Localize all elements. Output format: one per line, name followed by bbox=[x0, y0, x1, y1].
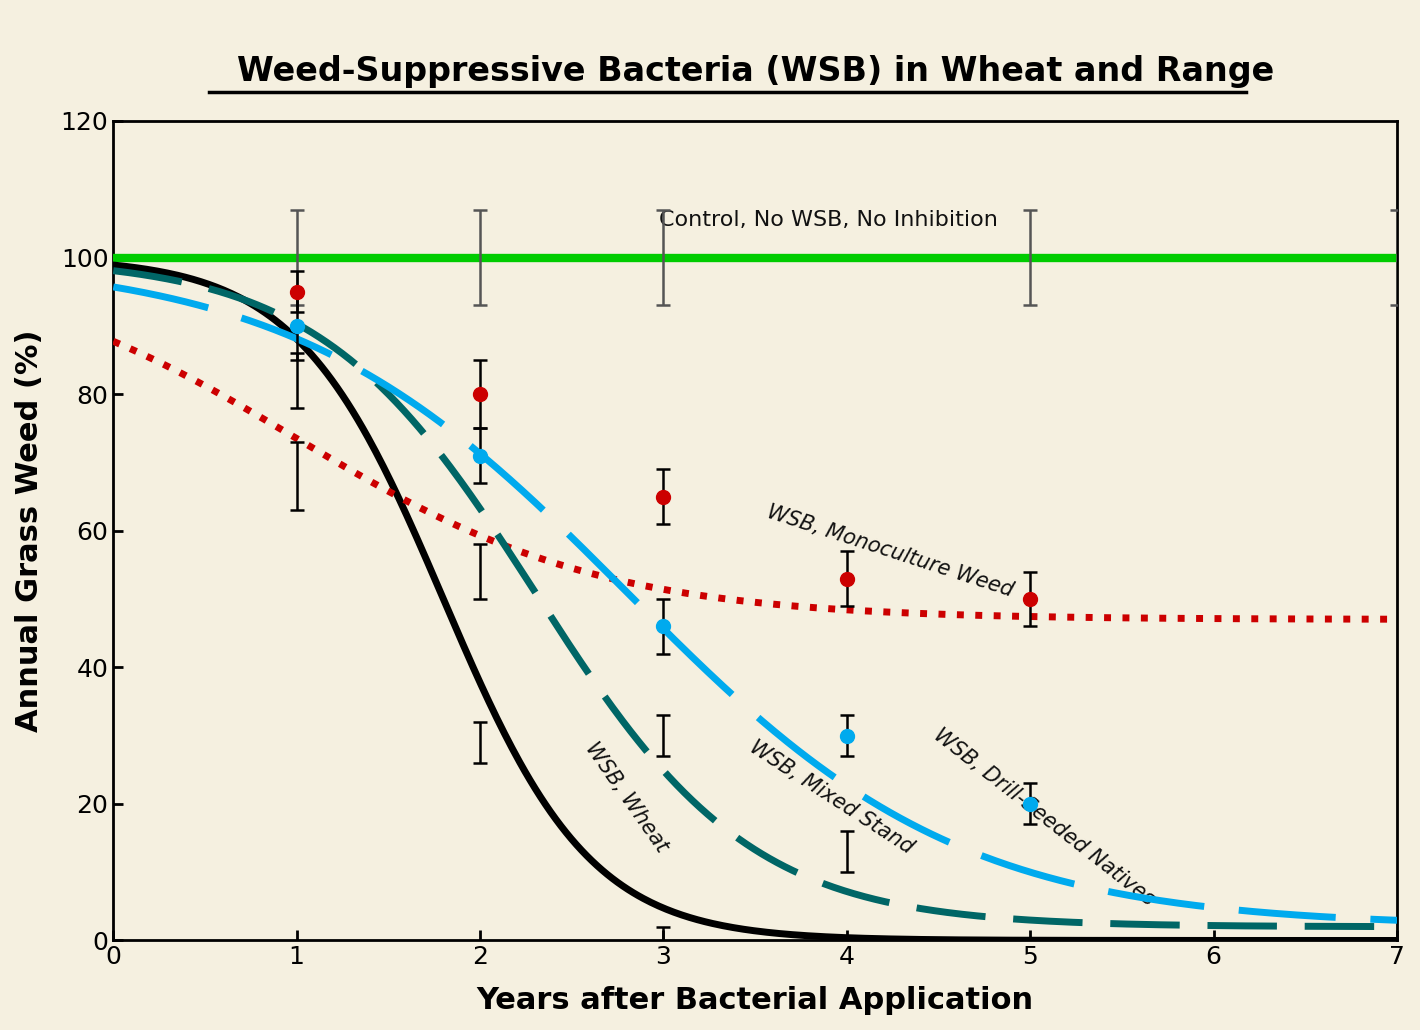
Y-axis label: Annual Grass Weed (%): Annual Grass Weed (%) bbox=[16, 330, 44, 732]
Text: WSB, Monoculture Weed: WSB, Monoculture Weed bbox=[764, 502, 1015, 600]
Text: WSB, Wheat: WSB, Wheat bbox=[581, 739, 672, 856]
Text: Weed-Suppressive Bacteria (WSB) in Wheat and Range: Weed-Suppressive Bacteria (WSB) in Wheat… bbox=[237, 56, 1274, 89]
X-axis label: Years after Bacterial Application: Years after Bacterial Application bbox=[477, 986, 1034, 1015]
Text: WSB, Drill-Seeded Natives: WSB, Drill-Seeded Natives bbox=[930, 725, 1157, 909]
Text: Control, No WSB, No Inhibition: Control, No WSB, No Inhibition bbox=[659, 210, 998, 230]
Text: WSB, Mixed Stand: WSB, Mixed Stand bbox=[746, 736, 917, 857]
